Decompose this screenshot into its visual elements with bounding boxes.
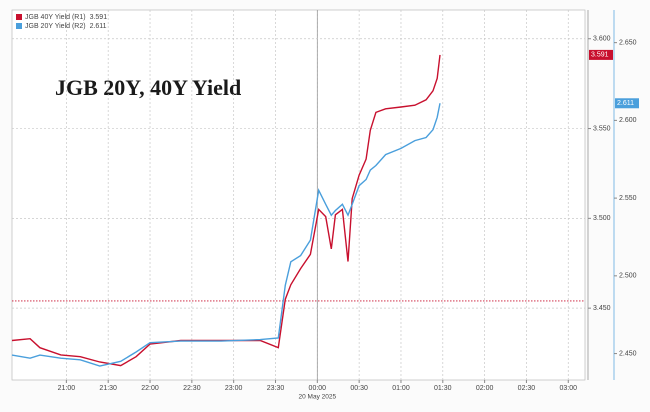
- y-tick-label: 3.600: [593, 36, 611, 43]
- last-value-label: 3.591: [591, 52, 609, 59]
- legend-swatch: [16, 23, 22, 29]
- legend-label: JGB 20Y Yield (R2): [25, 23, 86, 30]
- y2-tick-label: 2.650: [619, 39, 637, 46]
- date-label: 20 May 2025: [299, 394, 337, 401]
- x-tick-label: 23:30: [267, 385, 285, 392]
- x-tick-label: 22:00: [141, 385, 159, 392]
- x-tick-label: 22:30: [183, 385, 201, 392]
- x-tick-label: 01:00: [392, 385, 410, 392]
- x-tick-label: 21:30: [99, 385, 117, 392]
- legend-value: 2.611: [90, 23, 107, 30]
- last-value-box: [615, 98, 639, 109]
- legend-label: JGB 40Y Yield (R1): [25, 14, 86, 21]
- x-tick-label: 00:00: [309, 385, 327, 392]
- x-tick-label: 03:00: [560, 385, 578, 392]
- legend-value: 3.591: [90, 14, 108, 21]
- x-tick-label: 21:00: [58, 385, 76, 392]
- series-line: [11, 103, 441, 367]
- x-tick-label: 02:00: [476, 385, 494, 392]
- x-tick-label: 23:00: [225, 385, 243, 392]
- last-value-label: 2.611: [617, 100, 634, 107]
- x-tick-label: 02:30: [518, 385, 536, 392]
- x-tick-label: 00:30: [350, 385, 368, 392]
- chart-title: JGB 20Y, 40Y Yield: [55, 75, 241, 100]
- y2-tick-label: 2.550: [619, 195, 637, 202]
- y2-tick-label: 2.450: [619, 350, 637, 357]
- x-tick-label: 01:30: [434, 385, 452, 392]
- y-tick-label: 3.500: [593, 215, 611, 222]
- y2-tick-label: 2.500: [619, 273, 637, 280]
- y-tick-label: 3.550: [593, 125, 611, 132]
- y2-tick-label: 2.600: [619, 117, 637, 124]
- series-line: [11, 54, 441, 367]
- plot-area: [11, 9, 586, 381]
- y-tick-label: 3.450: [593, 305, 611, 312]
- last-value-box: [589, 49, 613, 60]
- legend-swatch: [16, 14, 22, 20]
